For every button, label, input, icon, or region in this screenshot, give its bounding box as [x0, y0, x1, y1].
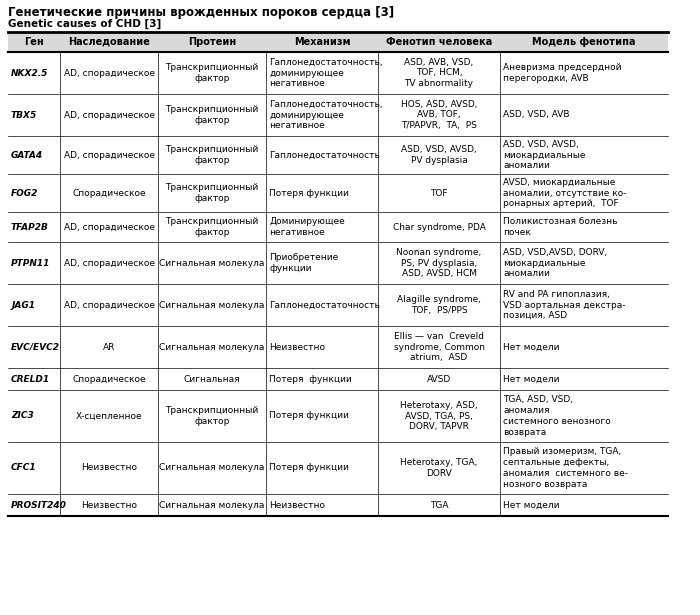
Text: Протеин: Протеин — [188, 37, 236, 47]
Text: TOF: TOF — [430, 189, 448, 197]
Text: TBX5: TBX5 — [11, 111, 37, 119]
Text: Сигнальная молекула: Сигнальная молекула — [160, 501, 265, 509]
Text: ASD, AVB, VSD,
TOF, HCM,
TV abnormality: ASD, AVB, VSD, TOF, HCM, TV abnormality — [405, 58, 474, 88]
Text: TGA: TGA — [430, 501, 448, 509]
Text: Неизвестно: Неизвестно — [81, 501, 137, 509]
Text: Потеря функции: Потеря функции — [269, 411, 349, 421]
Text: Наследование: Наследование — [68, 37, 150, 47]
Text: FOG2: FOG2 — [11, 189, 38, 197]
Text: AD, спорадическое: AD, спорадическое — [64, 68, 155, 77]
Text: AVSD, миокардиальные
аномалии, отсутствие ко-
ронарных артерий,  TOF: AVSD, миокардиальные аномалии, отсутстви… — [503, 178, 626, 208]
Text: Аневризма предсердной
перегородки, AVB: Аневризма предсердной перегородки, AVB — [503, 63, 622, 83]
Text: Сигнальная молекула: Сигнальная молекула — [160, 301, 265, 309]
Text: Гаплонедостаточность: Гаплонедостаточность — [269, 151, 380, 159]
Text: AVSD: AVSD — [427, 375, 451, 384]
Text: Х-сцепленное: Х-сцепленное — [76, 411, 142, 421]
Text: Неизвестно: Неизвестно — [269, 501, 325, 509]
Text: Потеря функции: Потеря функции — [269, 464, 349, 472]
Text: AD, спорадическое: AD, спорадическое — [64, 258, 155, 268]
Text: AR: AR — [103, 343, 116, 352]
Text: Гаплонедостаточность,
доминирующее
негативное: Гаплонедостаточность, доминирующее негат… — [269, 100, 383, 130]
Text: HOS, ASD, AVSD,
AVB, TOF,
T/PAPVR,  TA,  PS: HOS, ASD, AVSD, AVB, TOF, T/PAPVR, TA, P… — [400, 100, 477, 130]
Text: ASD, VSD, AVSD,
миокардиальные
аномалии: ASD, VSD, AVSD, миокардиальные аномалии — [503, 140, 585, 170]
Text: Alagille syndrome,
TOF,  PS/PPS: Alagille syndrome, TOF, PS/PPS — [397, 295, 481, 315]
Text: AD, спорадическое: AD, спорадическое — [64, 151, 155, 159]
Text: PTPN11: PTPN11 — [11, 258, 50, 268]
Text: Heterotaxy, TGA,
DORV: Heterotaxy, TGA, DORV — [400, 458, 477, 478]
Text: ZIC3: ZIC3 — [11, 411, 34, 421]
Text: Фенотип человека: Фенотип человека — [386, 37, 492, 47]
Text: JAG1: JAG1 — [11, 301, 35, 309]
Text: Сигнальная молекула: Сигнальная молекула — [160, 464, 265, 472]
Text: ASD, VSD, AVB: ASD, VSD, AVB — [503, 111, 570, 119]
Text: Гаплонедостаточность: Гаплонедостаточность — [269, 301, 380, 309]
Text: Приобретение
функции: Приобретение функции — [269, 253, 338, 273]
Text: Сигнальная: Сигнальная — [183, 375, 240, 384]
Text: Гаплонедостаточность,
доминирующее
негативное: Гаплонедостаточность, доминирующее негат… — [269, 58, 383, 88]
Text: Неизвестно: Неизвестно — [269, 343, 325, 352]
Text: Правый изомеризм, TGA,
септальные дефекты,
аномалия  системного ве-
нозного возв: Правый изомеризм, TGA, септальные дефект… — [503, 447, 628, 489]
Text: AD, спорадическое: AD, спорадическое — [64, 301, 155, 309]
Text: Char syndrome, PDA: Char syndrome, PDA — [393, 223, 485, 231]
Text: Genetic causes of CHD [3]: Genetic causes of CHD [3] — [8, 19, 161, 30]
Text: Транскрипционный
фактор: Транскрипционный фактор — [165, 406, 258, 426]
Text: AD, спорадическое: AD, спорадическое — [64, 223, 155, 231]
Text: Механизм: Механизм — [294, 37, 350, 47]
Text: Транскрипционный
фактор: Транскрипционный фактор — [165, 217, 258, 237]
Text: ASD, VSD,AVSD, DORV,
миокардиальные
аномалии: ASD, VSD,AVSD, DORV, миокардиальные аном… — [503, 248, 608, 278]
Text: Heterotaxy, ASD,
AVSD, TGA, PS,
DORV, TAPVR: Heterotaxy, ASD, AVSD, TGA, PS, DORV, TA… — [400, 401, 478, 431]
Text: Нет модели: Нет модели — [503, 375, 559, 384]
Text: Сигнальная молекула: Сигнальная молекула — [160, 258, 265, 268]
Text: RV and PA гипоплазия,
VSD аортальная декстра-
позиция, ASD: RV and PA гипоплазия, VSD аортальная дек… — [503, 290, 626, 320]
Text: Поликистозная болезнь
почек: Поликистозная болезнь почек — [503, 217, 617, 237]
Text: Неизвестно: Неизвестно — [81, 464, 137, 472]
Text: GATA4: GATA4 — [11, 151, 43, 159]
Text: TGA, ASD, VSD,
аномалия
системного венозного
возврата: TGA, ASD, VSD, аномалия системного веноз… — [503, 395, 610, 437]
Text: ASD, VSD, AVSD,
PV dysplasia: ASD, VSD, AVSD, PV dysplasia — [401, 145, 477, 165]
Text: Нет модели: Нет модели — [503, 501, 559, 509]
Text: CFC1: CFC1 — [11, 464, 36, 472]
Text: EVC/EVC2: EVC/EVC2 — [11, 343, 60, 352]
Text: Доминирующее
негативное: Доминирующее негативное — [269, 217, 344, 237]
Text: Транскрипционный
фактор: Транскрипционный фактор — [165, 63, 258, 83]
Text: Ellis — van  Creveld
syndrome, Common
atrium,  ASD: Ellis — van Creveld syndrome, Common atr… — [393, 331, 484, 362]
Text: TFAP2B: TFAP2B — [11, 223, 49, 231]
Text: NKX2.5: NKX2.5 — [11, 68, 48, 77]
Bar — [8, 32, 668, 52]
Text: Спорадическое: Спорадическое — [72, 375, 146, 384]
Text: PROSIT240: PROSIT240 — [11, 501, 67, 509]
Text: Генетические причины врожденных пороков сердца [3]: Генетические причины врожденных пороков … — [8, 6, 394, 19]
Text: Ген: Ген — [24, 37, 44, 47]
Text: Нет модели: Нет модели — [503, 343, 559, 352]
Text: Потеря функции: Потеря функции — [269, 189, 349, 197]
Text: Сигнальная молекула: Сигнальная молекула — [160, 343, 265, 352]
Text: Потеря  функции: Потеря функции — [269, 375, 351, 384]
Text: Транскрипционный
фактор: Транскрипционный фактор — [165, 105, 258, 125]
Text: Транскрипционный
фактор: Транскрипционный фактор — [165, 183, 258, 203]
Text: Спорадическое: Спорадическое — [72, 189, 146, 197]
Text: AD, спорадическое: AD, спорадическое — [64, 111, 155, 119]
Text: Транскрипционный
фактор: Транскрипционный фактор — [165, 145, 258, 165]
Text: Noonan syndrome,
PS, PV dysplasia,
ASD, AVSD, HCM: Noonan syndrome, PS, PV dysplasia, ASD, … — [396, 248, 482, 278]
Text: CRELD1: CRELD1 — [11, 375, 50, 384]
Text: Модель фенотипа: Модель фенотипа — [532, 37, 636, 47]
